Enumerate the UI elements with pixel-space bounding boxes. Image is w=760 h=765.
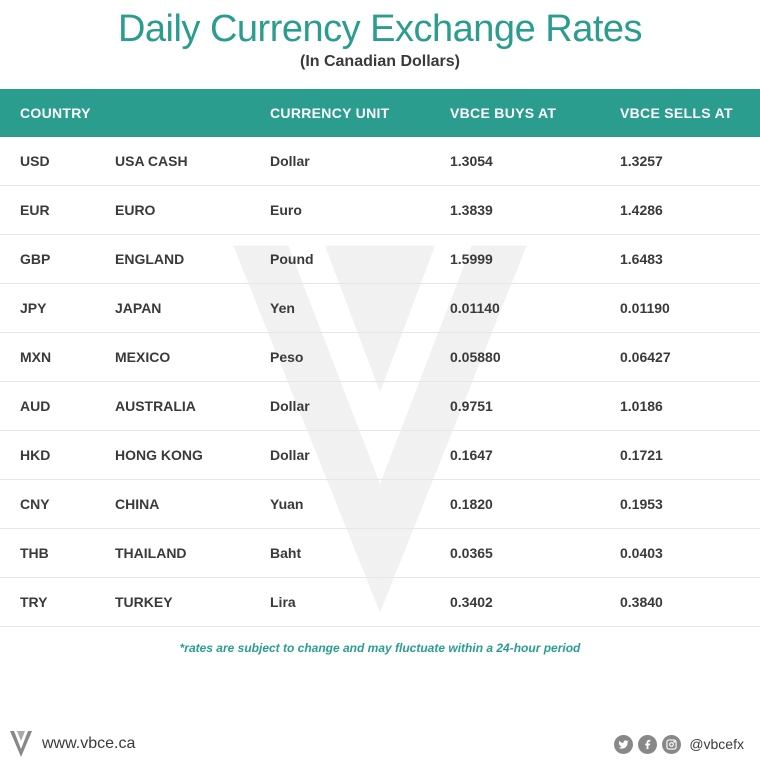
cell-code: TRY bbox=[20, 594, 115, 610]
rates-table: COUNTRY CURRENCY UNIT VBCE BUYS AT VBCE … bbox=[0, 89, 760, 627]
cell-buy: 1.3054 bbox=[450, 153, 620, 169]
cell-sell: 0.01190 bbox=[620, 300, 740, 316]
cell-country: JAPAN bbox=[115, 300, 270, 316]
facebook-icon bbox=[638, 735, 657, 754]
cell-unit: Baht bbox=[270, 545, 450, 561]
table-row: MXNMEXICOPeso0.058800.06427 bbox=[0, 333, 760, 382]
footnote: *rates are subject to change and may flu… bbox=[0, 641, 760, 655]
table-row: USDUSA CASHDollar1.30541.3257 bbox=[0, 137, 760, 186]
cell-code: THB bbox=[20, 545, 115, 561]
table-header-row: COUNTRY CURRENCY UNIT VBCE BUYS AT VBCE … bbox=[0, 89, 760, 137]
cell-country: MEXICO bbox=[115, 349, 270, 365]
cell-unit: Dollar bbox=[270, 447, 450, 463]
cell-buy: 0.1647 bbox=[450, 447, 620, 463]
cell-sell: 0.1953 bbox=[620, 496, 740, 512]
table-row: AUDAUSTRALIADollar0.97511.0186 bbox=[0, 382, 760, 431]
cell-unit: Pound bbox=[270, 251, 450, 267]
cell-sell: 1.3257 bbox=[620, 153, 740, 169]
cell-unit: Peso bbox=[270, 349, 450, 365]
cell-sell: 1.6483 bbox=[620, 251, 740, 267]
table-row: TRYTURKEYLira0.34020.3840 bbox=[0, 578, 760, 627]
header-buy: VBCE BUYS AT bbox=[450, 105, 620, 121]
cell-code: HKD bbox=[20, 447, 115, 463]
table-row: GBPENGLANDPound1.59991.6483 bbox=[0, 235, 760, 284]
cell-country: CHINA bbox=[115, 496, 270, 512]
cell-buy: 0.0365 bbox=[450, 545, 620, 561]
cell-buy: 1.3839 bbox=[450, 202, 620, 218]
social-icons bbox=[614, 735, 681, 754]
twitter-icon bbox=[614, 735, 633, 754]
cell-buy: 0.1820 bbox=[450, 496, 620, 512]
cell-code: JPY bbox=[20, 300, 115, 316]
cell-unit: Dollar bbox=[270, 153, 450, 169]
table-row: HKDHONG KONGDollar0.16470.1721 bbox=[0, 431, 760, 480]
cell-buy: 0.05880 bbox=[450, 349, 620, 365]
cell-code: GBP bbox=[20, 251, 115, 267]
website-url: www.vbce.ca bbox=[42, 735, 135, 753]
cell-unit: Yuan bbox=[270, 496, 450, 512]
cell-buy: 0.9751 bbox=[450, 398, 620, 414]
cell-buy: 0.01140 bbox=[450, 300, 620, 316]
table-row: CNYCHINAYuan0.18200.1953 bbox=[0, 480, 760, 529]
cell-buy: 1.5999 bbox=[450, 251, 620, 267]
header-country: COUNTRY bbox=[20, 105, 270, 121]
cell-country: ENGLAND bbox=[115, 251, 270, 267]
table-row: EUREUROEuro1.38391.4286 bbox=[0, 186, 760, 235]
cell-buy: 0.3402 bbox=[450, 594, 620, 610]
cell-code: AUD bbox=[20, 398, 115, 414]
cell-sell: 1.0186 bbox=[620, 398, 740, 414]
cell-unit: Lira bbox=[270, 594, 450, 610]
header-sell: VBCE SELLS AT bbox=[620, 105, 740, 121]
cell-country: USA CASH bbox=[115, 153, 270, 169]
cell-code: USD bbox=[20, 153, 115, 169]
cell-sell: 0.3840 bbox=[620, 594, 740, 610]
cell-sell: 1.4286 bbox=[620, 202, 740, 218]
cell-country: AUSTRALIA bbox=[115, 398, 270, 414]
cell-sell: 0.0403 bbox=[620, 545, 740, 561]
social-handle: @vbcefx bbox=[689, 736, 744, 752]
cell-country: TURKEY bbox=[115, 594, 270, 610]
cell-unit: Yen bbox=[270, 300, 450, 316]
table-row: JPYJAPANYen0.011400.01190 bbox=[0, 284, 760, 333]
cell-sell: 0.1721 bbox=[620, 447, 740, 463]
footer: www.vbce.ca @vbcefx bbox=[0, 723, 760, 765]
page-title: Daily Currency Exchange Rates bbox=[0, 8, 760, 51]
instagram-icon bbox=[662, 735, 681, 754]
cell-country: EURO bbox=[115, 202, 270, 218]
cell-sell: 0.06427 bbox=[620, 349, 740, 365]
cell-code: EUR bbox=[20, 202, 115, 218]
page-subtitle: (In Canadian Dollars) bbox=[0, 53, 760, 71]
vbce-logo-icon bbox=[8, 729, 34, 759]
cell-country: THAILAND bbox=[115, 545, 270, 561]
cell-country: HONG KONG bbox=[115, 447, 270, 463]
cell-code: MXN bbox=[20, 349, 115, 365]
cell-unit: Dollar bbox=[270, 398, 450, 414]
header-unit: CURRENCY UNIT bbox=[270, 105, 450, 121]
table-row: THB THAILANDBaht0.03650.0403 bbox=[0, 529, 760, 578]
cell-code: CNY bbox=[20, 496, 115, 512]
cell-unit: Euro bbox=[270, 202, 450, 218]
